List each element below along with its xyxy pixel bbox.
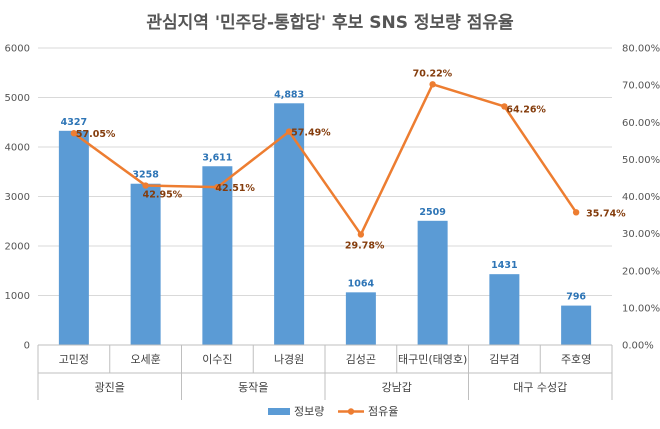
category-label: 이수진 bbox=[202, 353, 232, 366]
line-data-label: 29.78% bbox=[345, 240, 385, 251]
right-axis-tick-label: 60.00% bbox=[622, 118, 660, 129]
bar bbox=[489, 274, 520, 345]
line-data-label: 42.51% bbox=[215, 183, 255, 194]
line-point bbox=[572, 209, 580, 216]
bar bbox=[417, 220, 448, 345]
bar-data-label: 3,611 bbox=[202, 152, 232, 163]
group-label: 강남갑 bbox=[382, 381, 412, 394]
bar bbox=[58, 130, 89, 345]
legend-bar-label: 정보량 bbox=[294, 405, 324, 418]
category-label: 태구민(태영호) bbox=[398, 353, 467, 366]
line-data-label: 35.74% bbox=[586, 208, 626, 219]
line-series bbox=[73, 83, 578, 236]
left-axis-tick-label: 6000 bbox=[5, 44, 30, 55]
category-label: 오세훈 bbox=[130, 353, 160, 366]
left-axis-tick-label: 3000 bbox=[5, 192, 30, 203]
category-label: 김성곤 bbox=[346, 353, 376, 366]
right-axis-tick-label: 10.00% bbox=[622, 303, 660, 314]
group-label: 광진을 bbox=[95, 381, 125, 394]
right-axis-tick-label: 30.00% bbox=[622, 229, 660, 240]
group-label: 동작을 bbox=[238, 381, 268, 394]
right-axis-tick-label: 50.00% bbox=[622, 155, 660, 166]
line-data-label: 57.05% bbox=[76, 129, 116, 140]
left-axis-tick-label: 0 bbox=[24, 341, 30, 352]
right-axis-tick-label: 20.00% bbox=[622, 266, 660, 277]
bar-data-label: 4,883 bbox=[274, 89, 304, 100]
group-label: 대구 수성갑 bbox=[513, 381, 567, 394]
right-axis-tick-label: 40.00% bbox=[622, 192, 660, 203]
right-axis-tick-label: 0.00% bbox=[622, 341, 654, 352]
bar bbox=[274, 103, 305, 345]
line-point bbox=[429, 81, 436, 88]
bar-data-label: 1064 bbox=[348, 278, 375, 289]
legend-line-label: 점유율 bbox=[368, 405, 398, 418]
legend-bar-swatch bbox=[268, 408, 290, 415]
line-point bbox=[70, 130, 78, 137]
bar-data-label: 796 bbox=[566, 292, 586, 303]
left-axis-tick-label: 4000 bbox=[5, 143, 30, 154]
line-point bbox=[357, 231, 365, 238]
right-axis-tick-label: 80.00% bbox=[622, 44, 660, 55]
category-label: 주호영 bbox=[561, 353, 591, 366]
bar-data-label: 2509 bbox=[419, 207, 445, 218]
bar-data-label: 4327 bbox=[61, 117, 87, 128]
line-point bbox=[214, 183, 221, 191]
line-data-label: 64.26% bbox=[506, 104, 546, 115]
bar bbox=[130, 183, 161, 345]
line-point bbox=[142, 182, 149, 189]
line-data-label: 42.95% bbox=[143, 190, 183, 201]
left-axis-tick-label: 2000 bbox=[5, 242, 30, 253]
left-axis-tick-label: 1000 bbox=[5, 291, 30, 302]
left-axis-tick-label: 5000 bbox=[5, 93, 30, 104]
bar bbox=[345, 292, 376, 345]
chart-title: 관심지역 '민주당-통합당' 후보 SNS 정보량 점유율 bbox=[146, 13, 514, 33]
line-point bbox=[285, 128, 293, 135]
category-label: 나경원 bbox=[274, 353, 304, 366]
line-data-label: 57.49% bbox=[291, 128, 331, 139]
legend-line-marker bbox=[347, 408, 355, 415]
category-label: 고민정 bbox=[59, 353, 89, 366]
bar bbox=[202, 166, 233, 345]
line-data-label: 70.22% bbox=[413, 68, 453, 79]
right-axis-tick-label: 70.00% bbox=[622, 81, 660, 92]
bar-data-label: 1431 bbox=[491, 260, 517, 271]
bar bbox=[561, 305, 592, 345]
category-label: 김부겸 bbox=[489, 353, 519, 366]
bar-data-label: 3258 bbox=[132, 170, 159, 181]
line-point bbox=[501, 103, 508, 110]
